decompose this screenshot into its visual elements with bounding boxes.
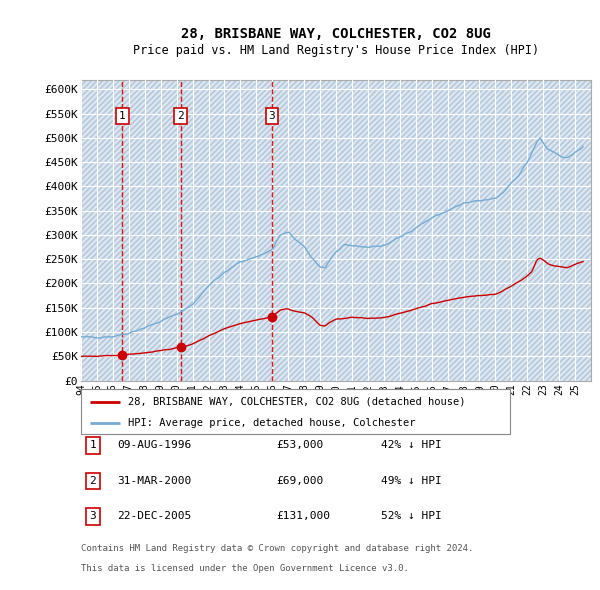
Text: Price paid vs. HM Land Registry's House Price Index (HPI): Price paid vs. HM Land Registry's House … — [133, 44, 539, 57]
Text: This data is licensed under the Open Government Licence v3.0.: This data is licensed under the Open Gov… — [81, 565, 409, 573]
Text: 2: 2 — [177, 111, 184, 121]
Text: 3: 3 — [89, 512, 97, 521]
Text: HPI: Average price, detached house, Colchester: HPI: Average price, detached house, Colc… — [128, 418, 416, 428]
Text: 1: 1 — [119, 111, 126, 121]
Text: 28, BRISBANE WAY, COLCHESTER, CO2 8UG (detached house): 28, BRISBANE WAY, COLCHESTER, CO2 8UG (d… — [128, 397, 466, 407]
Text: 3: 3 — [268, 111, 275, 121]
Text: 28, BRISBANE WAY, COLCHESTER, CO2 8UG: 28, BRISBANE WAY, COLCHESTER, CO2 8UG — [181, 27, 491, 41]
Text: 31-MAR-2000: 31-MAR-2000 — [117, 476, 191, 486]
Text: £69,000: £69,000 — [276, 476, 323, 486]
Text: £131,000: £131,000 — [276, 512, 330, 521]
Text: Contains HM Land Registry data © Crown copyright and database right 2024.: Contains HM Land Registry data © Crown c… — [81, 545, 473, 553]
Text: 42% ↓ HPI: 42% ↓ HPI — [381, 441, 442, 450]
Text: 22-DEC-2005: 22-DEC-2005 — [117, 512, 191, 521]
Text: 49% ↓ HPI: 49% ↓ HPI — [381, 476, 442, 486]
Text: £53,000: £53,000 — [276, 441, 323, 450]
Text: 09-AUG-1996: 09-AUG-1996 — [117, 441, 191, 450]
Text: 1: 1 — [89, 441, 97, 450]
Text: 52% ↓ HPI: 52% ↓ HPI — [381, 512, 442, 521]
Text: 2: 2 — [89, 476, 97, 486]
